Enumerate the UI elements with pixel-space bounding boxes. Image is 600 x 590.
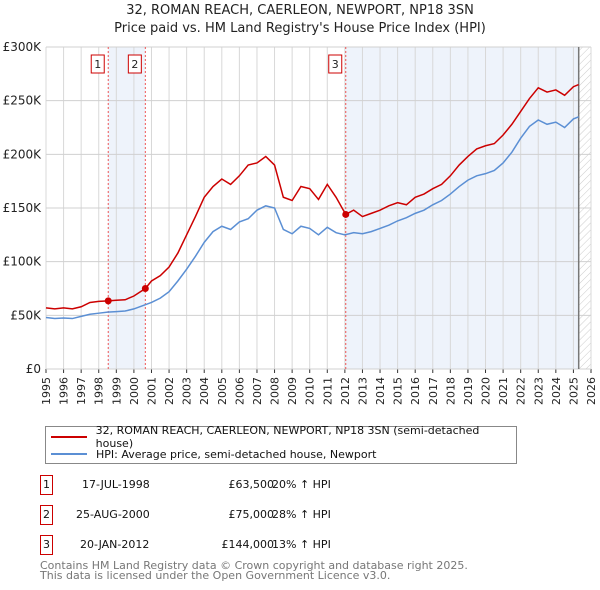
- legend-label: 32, ROMAN REACH, CAERLEON, NEWPORT, NP18…: [95, 424, 480, 450]
- x-tick-label: 2007: [251, 377, 264, 405]
- sale-date: 20-JAN-2012: [80, 538, 150, 551]
- sale-point: [104, 297, 112, 305]
- sale-hpi-diff: 13% ↑ HPI: [272, 538, 331, 551]
- x-tick-label: 2016: [409, 377, 422, 405]
- y-tick-label: £200K: [3, 147, 43, 161]
- sale-marker-label: 1: [94, 58, 101, 71]
- sale-price: £75,000: [228, 508, 275, 521]
- x-tick-label: 2011: [321, 377, 334, 405]
- y-tick-label: £0: [26, 362, 41, 376]
- x-tick-label: 2017: [427, 377, 440, 405]
- x-tick-label: 2019: [462, 377, 475, 405]
- x-tick-label: 2004: [198, 377, 211, 405]
- y-tick-label: £150K: [3, 201, 43, 215]
- y-tick-label: £50K: [10, 308, 42, 322]
- x-tick-label: 2012: [339, 377, 352, 405]
- footer-licence: This data is licensed under the Open Gov…: [40, 569, 391, 582]
- sale-hpi-diff: 28% ↑ HPI: [272, 508, 331, 521]
- x-tick-label: 2015: [392, 377, 405, 405]
- x-tick-label: 2023: [532, 377, 545, 405]
- x-tick-label: 2008: [269, 377, 282, 405]
- x-tick-label: 2001: [145, 377, 158, 405]
- sale-marker-badge: 2: [40, 505, 53, 525]
- x-tick-label: 1996: [58, 377, 71, 405]
- legend-label: HPI: Average price, semi-detached house,…: [96, 447, 377, 461]
- x-tick-label: 2020: [480, 377, 493, 405]
- legend-item-property: 32, ROMAN REACH, CAERLEON, NEWPORT, NP18…: [46, 424, 516, 450]
- x-tick-label: 2013: [356, 377, 369, 405]
- x-tick-label: 2002: [163, 377, 176, 405]
- sale-marker-box: [328, 54, 343, 74]
- y-tick-label: £250K: [3, 94, 43, 108]
- sale-marker-badge: 1: [40, 475, 53, 495]
- x-tick-label: 1997: [75, 377, 88, 405]
- x-tick-label: 1999: [110, 377, 123, 405]
- sale-marker-box: [90, 54, 105, 74]
- sale-point: [141, 285, 149, 292]
- sale-marker-box: [127, 54, 142, 74]
- sale-marker-label: 3: [332, 58, 339, 71]
- x-tick-label: 2018: [444, 377, 457, 405]
- x-tick-label: 2026: [585, 377, 598, 405]
- x-tick-label: 1995: [40, 377, 53, 405]
- y-tick-label: £100K: [3, 255, 43, 269]
- x-tick-label: 1998: [93, 377, 106, 405]
- y-tick-label: £300K: [3, 40, 43, 54]
- chart-title: 32, ROMAN REACH, CAERLEON, NEWPORT, NP18…: [126, 3, 474, 18]
- x-tick-label: 2003: [181, 377, 194, 405]
- sale-marker-label: 2: [131, 58, 138, 71]
- series-line: [45, 83, 579, 310]
- x-tick-label: 2014: [374, 377, 387, 405]
- sale-hpi-diff: 20% ↑ HPI: [272, 478, 331, 491]
- legend-item-hpi: HPI: Average price, semi-detached house,…: [46, 446, 376, 462]
- sale-marker-badge: 3: [40, 535, 53, 555]
- x-tick-label: 2006: [233, 377, 246, 405]
- x-tick-label: 2005: [216, 377, 229, 405]
- sale-point: [342, 210, 350, 218]
- legend: 32, ROMAN REACH, CAERLEON, NEWPORT, NP18…: [45, 424, 517, 464]
- footer-copyright: Contains HM Land Registry data © Crown c…: [40, 559, 468, 572]
- x-tick-label: 2000: [128, 377, 141, 405]
- series-line: [45, 116, 579, 320]
- sale-price: £63,500: [228, 478, 275, 491]
- price-chart: 1995 1996 1997 1998 1999 2000 2001 2002 2003 2004…: [3, 40, 598, 405]
- x-tick-label: 2024: [550, 377, 563, 405]
- footer: Contains HM Land Registry data © Crown c…: [40, 559, 468, 582]
- x-tick-label: 2010: [304, 377, 317, 405]
- x-tick-label: 2022: [515, 377, 528, 405]
- x-tick-label: 2025: [567, 377, 580, 405]
- sale-price: £144,000: [221, 538, 275, 551]
- x-tick-label: 2009: [286, 377, 299, 405]
- chart-subtitle: Price paid vs. HM Land Registry's House …: [114, 21, 486, 36]
- sale-date: 17-JUL-1998: [82, 478, 150, 491]
- legend-swatch-red: [51, 436, 87, 438]
- legend-swatch-blue: [51, 453, 87, 455]
- sale-date: 25-AUG-2000: [76, 508, 150, 521]
- x-tick-label: 2021: [497, 377, 510, 405]
